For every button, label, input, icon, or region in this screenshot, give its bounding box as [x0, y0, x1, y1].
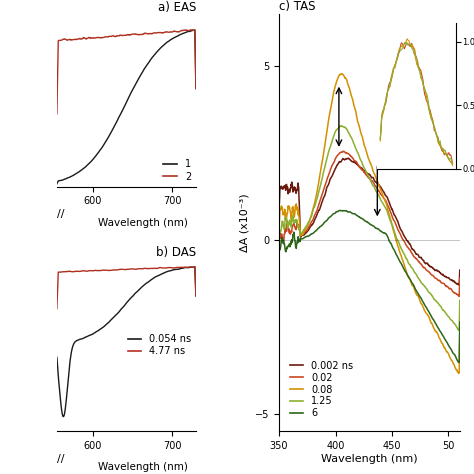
- X-axis label: Wavelength (nm): Wavelength (nm): [98, 462, 188, 473]
- Text: //: //: [57, 209, 65, 219]
- Text: //: //: [57, 454, 65, 464]
- Text: a) EAS: a) EAS: [157, 1, 196, 14]
- X-axis label: Wavelength (nm): Wavelength (nm): [98, 218, 188, 228]
- Legend: 0.002 ns, 0.02, 0.08, 1.25, 6: 0.002 ns, 0.02, 0.08, 1.25, 6: [286, 357, 357, 422]
- Legend: 0.054 ns, 4.77 ns: 0.054 ns, 4.77 ns: [128, 334, 191, 356]
- Y-axis label: ΔA (x10⁻³): ΔA (x10⁻³): [239, 193, 249, 252]
- Text: b) DAS: b) DAS: [156, 246, 196, 259]
- X-axis label: Wavelength (nm): Wavelength (nm): [321, 454, 418, 464]
- Legend: 1, 2: 1, 2: [164, 159, 191, 182]
- Text: c) TAS: c) TAS: [279, 0, 316, 13]
